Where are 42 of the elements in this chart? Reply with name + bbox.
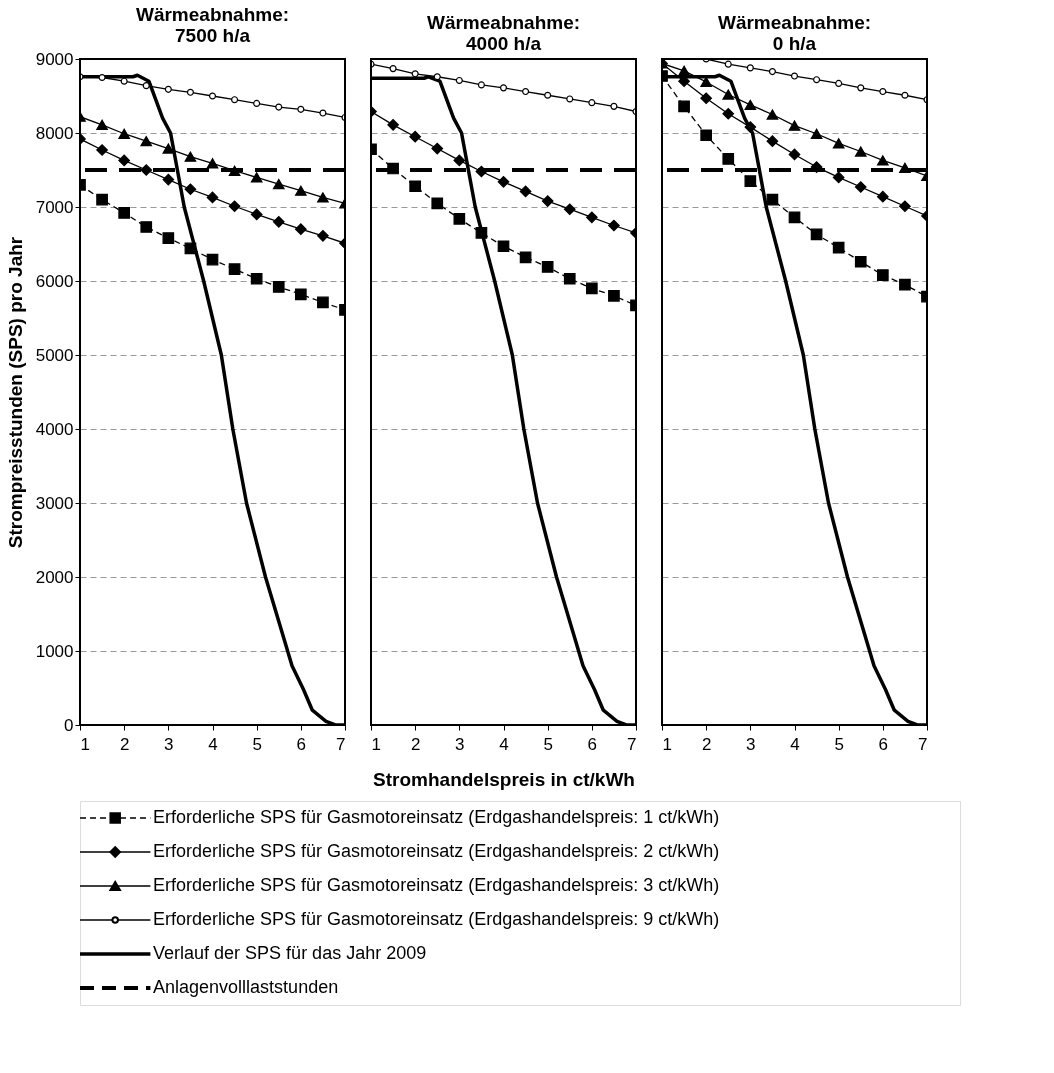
x-tick-label: 6 xyxy=(296,734,307,754)
x-tick-label: 4 xyxy=(499,734,509,754)
x-tick-label: 2 xyxy=(410,734,421,754)
legend-label: Verlauf der SPS für das Jahr 2009 xyxy=(153,943,427,963)
chart-title: Wärmeabnahme: 7500 h/a xyxy=(135,4,290,46)
x-tick-label: 7 xyxy=(627,734,637,754)
x-tick-label: 3 xyxy=(455,734,465,754)
x-tick-label: 6 xyxy=(878,734,889,754)
x-tick-label: 7 xyxy=(918,734,928,754)
legend-label: Erforderliche SPS für Gasmotoreinsatz (Erdgashandelspreis: 1 ct/kWh) xyxy=(153,807,720,827)
x-tick-label: 7 xyxy=(336,734,346,754)
x-tick-label: 4 xyxy=(208,734,218,754)
x-tick-label: 1 xyxy=(662,734,672,754)
y-tick-label: 8000 xyxy=(35,123,74,143)
y-axis-title: Strompreisstunden (SPS) pro Jahr xyxy=(4,236,26,549)
x-tick-label: 2 xyxy=(701,734,712,754)
y-tick-label: 7000 xyxy=(35,197,74,217)
legend-label: Anlagenvolllaststunden xyxy=(153,977,339,997)
y-tick-label: 2000 xyxy=(35,567,74,587)
y-tick-label: 3000 xyxy=(35,493,74,513)
y-tick-label: 4000 xyxy=(35,419,74,439)
x-tick-label: 1 xyxy=(80,734,90,754)
x-tick-label: 6 xyxy=(587,734,598,754)
legend-label: Erforderliche SPS für Gasmotoreinsatz (Erdgashandelspreis: 3 ct/kWh) xyxy=(153,875,720,895)
x-tick-label: 5 xyxy=(543,734,553,754)
x-tick-label: 2 xyxy=(119,734,130,754)
y-tick-label: 6000 xyxy=(35,271,74,291)
y-tick-label: 5000 xyxy=(35,345,74,365)
x-tick-label: 1 xyxy=(371,734,381,754)
legend-label: Erforderliche SPS für Gasmotoreinsatz (Erdgashandelspreis: 9 ct/kWh) xyxy=(153,909,720,929)
x-tick-label: 3 xyxy=(164,734,174,754)
y-tick-label: 0 xyxy=(64,715,74,735)
x-tick-label: 5 xyxy=(252,734,262,754)
x-tick-label: 3 xyxy=(746,734,756,754)
x-tick-label: 5 xyxy=(834,734,844,754)
x-tick-label: 4 xyxy=(790,734,800,754)
chart-title: Wärmeabnahme: 0 h/a xyxy=(717,12,872,54)
y-tick-label: 1000 xyxy=(35,641,74,661)
y-tick-label: 9000 xyxy=(35,49,74,69)
x-axis-title: Stromhandelspreis in ct/kWh xyxy=(373,768,635,790)
legend-label: Erforderliche SPS für Gasmotoreinsatz (Erdgashandelspreis: 2 ct/kWh) xyxy=(153,841,720,861)
chart-title: Wärmeabnahme: 4000 h/a xyxy=(426,12,581,54)
